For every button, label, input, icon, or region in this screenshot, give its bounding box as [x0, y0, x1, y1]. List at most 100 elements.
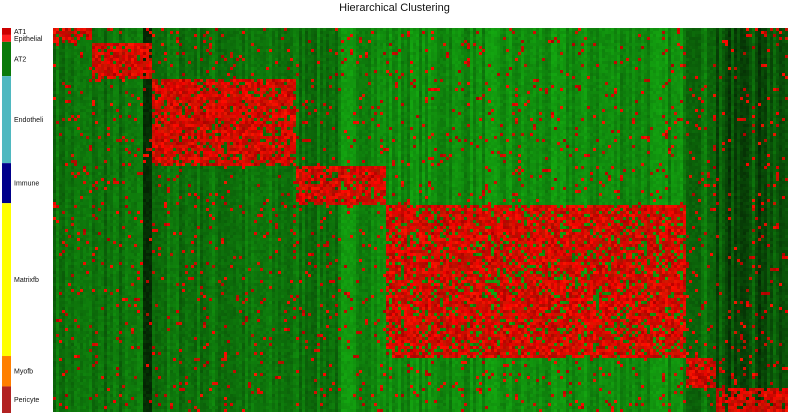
heatmap-cell	[353, 55, 356, 58]
heatmap-cell	[311, 55, 314, 58]
heatmap-cell	[107, 67, 110, 70]
heatmap-cell	[413, 70, 416, 73]
heatmap-cell	[212, 31, 215, 34]
heatmap-cell	[443, 34, 446, 37]
heatmap-cell	[158, 67, 161, 70]
heatmap-cell	[389, 28, 392, 31]
heatmap-cell	[263, 37, 266, 40]
heatmap-cell	[620, 61, 623, 64]
heatmap-cell	[728, 52, 731, 55]
heatmap-cell	[326, 34, 329, 37]
heatmap-cell	[206, 37, 209, 40]
heatmap-cell	[293, 46, 296, 49]
heatmap-cell	[773, 61, 776, 64]
heatmap-cell	[68, 64, 71, 67]
heatmap-cell	[299, 31, 302, 34]
heatmap-cell	[350, 28, 353, 31]
heatmap-cell	[764, 46, 767, 49]
heatmap-cell	[677, 43, 680, 46]
heatmap-cell	[230, 55, 233, 58]
heatmap-cell	[659, 58, 662, 61]
heatmap-cell	[428, 52, 431, 55]
heatmap-cell	[461, 40, 464, 43]
heatmap-cell	[170, 79, 173, 82]
heatmap-cell	[281, 88, 284, 91]
heatmap-cell	[509, 64, 512, 67]
heatmap-cell	[674, 64, 677, 67]
heatmap-cell	[230, 64, 233, 67]
heatmap-cell	[434, 55, 437, 58]
heatmap-cell	[710, 58, 713, 61]
heatmap-cell	[266, 55, 269, 58]
heatmap-cell	[161, 31, 164, 34]
heatmap-cell	[266, 67, 269, 70]
heatmap-cell	[98, 43, 101, 46]
heatmap-cell	[560, 40, 563, 43]
heatmap-cell	[755, 55, 758, 58]
heatmap-cell	[203, 49, 206, 52]
heatmap-cell	[653, 34, 656, 37]
heatmap-cell	[443, 73, 446, 76]
heatmap-cell	[425, 46, 428, 49]
heatmap-cell	[722, 31, 725, 34]
heatmap-cell	[56, 79, 59, 82]
heatmap-cell	[257, 31, 260, 34]
heatmap-cell	[677, 31, 680, 34]
heatmap-cell	[593, 34, 596, 37]
heatmap-cell	[170, 37, 173, 40]
heatmap-cell	[476, 85, 479, 88]
heatmap-cell	[563, 55, 566, 58]
heatmap-cell	[761, 61, 764, 64]
heatmap-cell	[89, 52, 92, 55]
heatmap-cell	[452, 37, 455, 40]
heatmap-cell	[185, 67, 188, 70]
heatmap-cell	[155, 64, 158, 67]
heatmap-cell	[452, 34, 455, 37]
heatmap-cell	[497, 67, 500, 70]
heatmap-cell	[356, 70, 359, 73]
heatmap-cell	[302, 88, 305, 91]
heatmap-cell	[728, 49, 731, 52]
heatmap-cell	[509, 73, 512, 76]
heatmap-cell	[737, 67, 740, 70]
heatmap-cell	[659, 28, 662, 31]
heatmap-cell	[674, 43, 677, 46]
heatmap-cell	[269, 79, 272, 82]
heatmap-cell	[329, 67, 332, 70]
heatmap-cell	[614, 82, 617, 85]
heatmap-cell	[482, 58, 485, 61]
heatmap-cell	[407, 28, 410, 31]
heatmap-cell	[521, 28, 524, 31]
heatmap-cell	[656, 34, 659, 37]
heatmap-cell	[56, 31, 59, 34]
heatmap-cell	[215, 37, 218, 40]
heatmap-cell	[146, 82, 149, 85]
heatmap-cell	[527, 61, 530, 64]
heatmap-cell	[548, 73, 551, 76]
heatmap-cell	[437, 37, 440, 40]
heatmap-cell	[245, 73, 248, 76]
heatmap-cell	[662, 73, 665, 76]
heatmap-cell	[590, 34, 593, 37]
heatmap-cell	[92, 76, 95, 79]
heatmap-cell	[71, 70, 74, 73]
heatmap-cell	[263, 43, 266, 46]
heatmap-cell	[677, 73, 680, 76]
heatmap-cell	[455, 28, 458, 31]
heatmap-cell	[593, 64, 596, 67]
heatmap-cell	[257, 70, 260, 73]
heatmap-cell	[689, 85, 692, 88]
heatmap-cell	[332, 67, 335, 70]
heatmap-cell	[524, 85, 527, 88]
heatmap-cell	[374, 61, 377, 64]
heatmap-cell	[287, 34, 290, 37]
heatmap-cell	[518, 34, 521, 37]
heatmap-cell	[77, 64, 80, 67]
heatmap-cell	[398, 40, 401, 43]
heatmap-cell	[359, 43, 362, 46]
heatmap-cell	[584, 82, 587, 85]
heatmap-cell	[158, 46, 161, 49]
heatmap-cell	[407, 37, 410, 40]
heatmap-cell	[329, 64, 332, 67]
heatmap-cell	[146, 64, 149, 67]
